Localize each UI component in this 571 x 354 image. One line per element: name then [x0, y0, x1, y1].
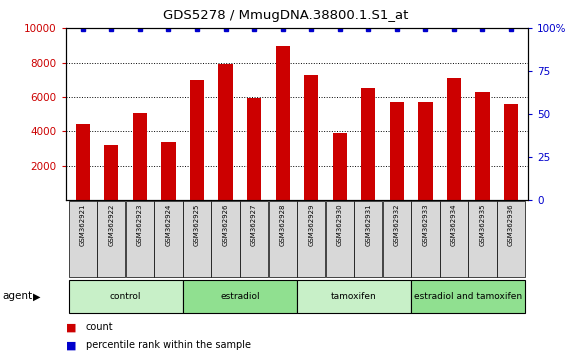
Text: GSM362928: GSM362928 — [280, 203, 286, 246]
Text: GSM362932: GSM362932 — [394, 203, 400, 246]
Bar — [133, 113, 147, 200]
Bar — [126, 201, 154, 277]
Text: ▶: ▶ — [33, 291, 41, 302]
Bar — [497, 201, 525, 277]
Bar — [440, 201, 468, 277]
Text: tamoxifen: tamoxifen — [331, 292, 377, 301]
Bar — [97, 201, 126, 277]
Text: agent: agent — [3, 291, 33, 302]
Bar — [211, 201, 240, 277]
Text: control: control — [110, 292, 142, 301]
Bar — [190, 80, 204, 200]
Text: ■: ■ — [66, 322, 76, 332]
Bar — [418, 102, 433, 200]
Bar — [104, 145, 119, 200]
Text: GSM362929: GSM362929 — [308, 203, 314, 246]
Bar — [154, 201, 183, 277]
Bar — [354, 201, 383, 277]
Bar — [268, 201, 297, 277]
Text: GDS5278 / MmugDNA.38800.1.S1_at: GDS5278 / MmugDNA.38800.1.S1_at — [163, 9, 408, 22]
Text: GSM362931: GSM362931 — [365, 203, 371, 246]
Text: estradiol: estradiol — [220, 292, 260, 301]
Bar — [468, 201, 497, 277]
Text: GSM362935: GSM362935 — [480, 203, 485, 246]
Text: GSM362923: GSM362923 — [137, 203, 143, 246]
Text: GSM362934: GSM362934 — [451, 203, 457, 246]
Text: GSM362921: GSM362921 — [80, 203, 86, 246]
Bar — [240, 201, 268, 277]
Bar — [183, 280, 297, 313]
Bar — [69, 280, 183, 313]
Bar — [183, 201, 211, 277]
Bar — [447, 78, 461, 200]
Text: GSM362924: GSM362924 — [166, 203, 171, 246]
Text: GSM362930: GSM362930 — [337, 203, 343, 246]
Bar — [297, 201, 325, 277]
Bar — [276, 46, 290, 200]
Text: GSM362922: GSM362922 — [108, 203, 114, 246]
Bar — [304, 75, 319, 200]
Text: ■: ■ — [66, 340, 76, 350]
Bar — [76, 125, 90, 200]
Bar — [504, 104, 518, 200]
Text: GSM362926: GSM362926 — [223, 203, 228, 246]
Text: GSM362925: GSM362925 — [194, 203, 200, 246]
Bar — [411, 280, 525, 313]
Bar — [333, 133, 347, 200]
Bar — [162, 143, 176, 200]
Bar — [411, 201, 440, 277]
Text: GSM362933: GSM362933 — [423, 203, 428, 246]
Text: count: count — [86, 322, 113, 332]
Bar — [361, 87, 376, 200]
Bar — [390, 102, 404, 200]
Bar — [383, 201, 411, 277]
Text: GSM362936: GSM362936 — [508, 203, 514, 246]
Bar — [297, 280, 411, 313]
Bar — [476, 92, 490, 200]
Text: GSM362927: GSM362927 — [251, 203, 257, 246]
Bar — [219, 63, 233, 200]
Text: percentile rank within the sample: percentile rank within the sample — [86, 340, 251, 350]
Text: estradiol and tamoxifen: estradiol and tamoxifen — [414, 292, 522, 301]
Bar — [325, 201, 354, 277]
Bar — [69, 201, 97, 277]
Bar — [247, 98, 262, 200]
